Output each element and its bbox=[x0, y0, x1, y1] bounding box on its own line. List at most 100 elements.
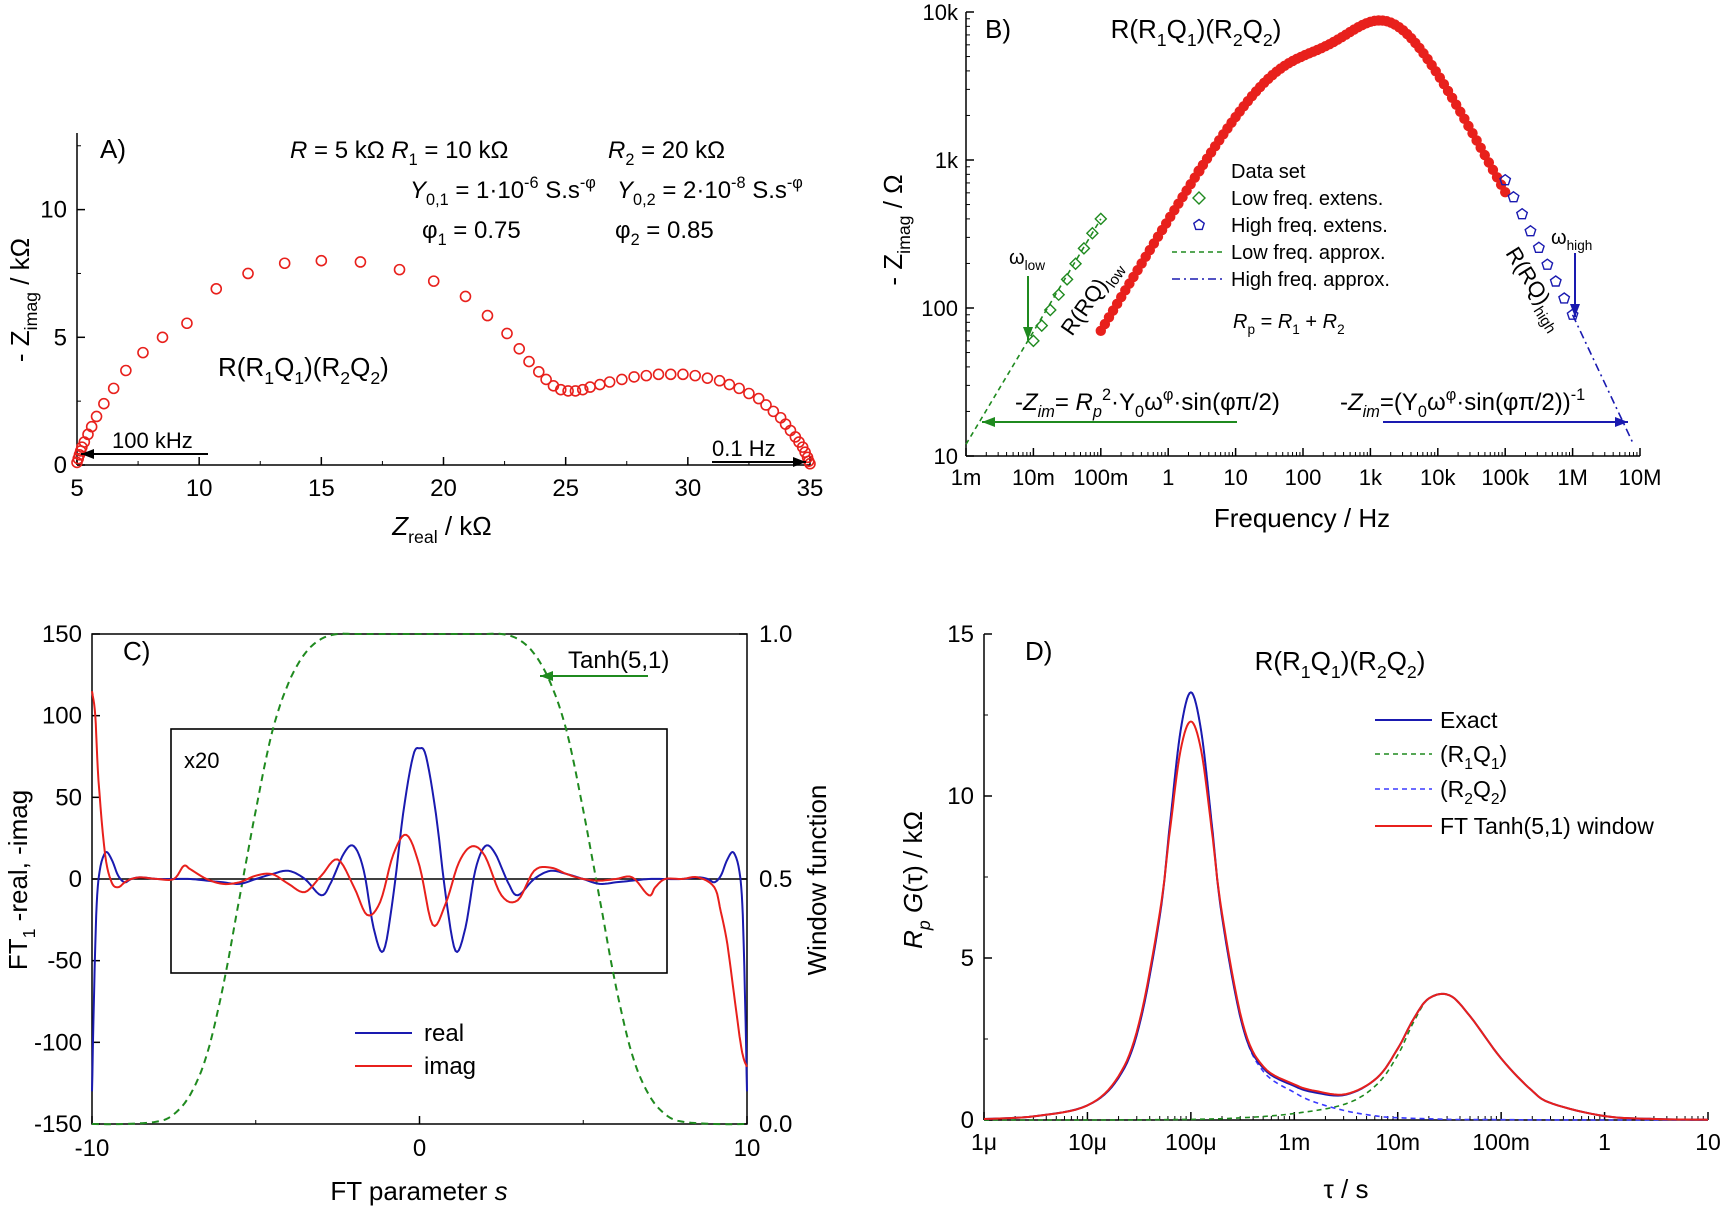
legend-label-r1q1: (R1Q1) bbox=[1440, 741, 1507, 773]
text-run: -6 bbox=[524, 174, 538, 192]
text-run: Z bbox=[1022, 389, 1039, 416]
text-run: 1 bbox=[1301, 662, 1311, 682]
y-tick-label: 0 bbox=[961, 1107, 974, 1134]
text-run: 2 bbox=[1263, 30, 1273, 50]
text-run: R(R bbox=[218, 352, 264, 382]
x-tick-label: 10μ bbox=[1068, 1129, 1107, 1155]
text-run: 1 bbox=[1491, 756, 1500, 773]
text-run: high bbox=[1567, 238, 1593, 253]
text-run: G bbox=[898, 893, 928, 913]
x-tick-label: 100m bbox=[1073, 465, 1128, 490]
text-run: 1 bbox=[409, 151, 418, 169]
low-freq-point bbox=[1060, 272, 1074, 286]
high-freq-point bbox=[1566, 308, 1579, 320]
text-run: = 5 kΩ bbox=[307, 137, 391, 164]
low-freq-approx-line bbox=[965, 218, 1102, 445]
param-y02: Y0,2 = 2·10-8 S.s-φ bbox=[617, 174, 803, 209]
text-run: ) bbox=[380, 352, 389, 382]
text-run: im bbox=[1038, 403, 1055, 421]
data-point bbox=[85, 420, 98, 433]
x-tick-label: 10 bbox=[186, 475, 213, 502]
y-tick-label: 10k bbox=[923, 0, 959, 25]
text-run: φ bbox=[422, 217, 438, 244]
y-tick-label: 15 bbox=[947, 621, 974, 648]
arrow-omega-low-head bbox=[1023, 327, 1033, 340]
high-freq-point bbox=[1515, 207, 1529, 220]
inset-label: x20 bbox=[184, 748, 219, 773]
arrow-omega-high-head bbox=[1570, 304, 1580, 317]
legend-label-ft: FT Tanh(5,1) window bbox=[1440, 813, 1654, 839]
data-point bbox=[664, 368, 677, 381]
low-freq-point bbox=[1026, 334, 1040, 348]
imag-curve bbox=[91, 691, 748, 1068]
y-tick-label: 5 bbox=[54, 324, 67, 351]
text-run: -1 bbox=[1571, 386, 1585, 404]
param-phi2: φ2 = 0.85 bbox=[615, 217, 714, 249]
x-tick-label: 1 bbox=[1598, 1129, 1611, 1155]
text-run: Q bbox=[1473, 741, 1491, 767]
text-run: Z bbox=[1347, 389, 1364, 416]
x-tick-label: 100 bbox=[1285, 465, 1322, 490]
text-run: -8 bbox=[731, 174, 745, 192]
text-run: ω bbox=[1144, 389, 1163, 416]
data-point bbox=[760, 399, 772, 411]
low-freq-point bbox=[1043, 303, 1057, 317]
annotation-omega-high: ωhigh bbox=[1551, 227, 1592, 253]
text-run: R bbox=[1233, 311, 1247, 333]
panel-label: C) bbox=[123, 636, 150, 666]
x-tick-label: 5 bbox=[70, 475, 83, 502]
annotation-omega-low: ωlow bbox=[1009, 247, 1045, 273]
text-run: (R bbox=[1440, 776, 1464, 802]
text-run: S.s bbox=[539, 177, 580, 204]
text-run: ·sin(φπ/2) bbox=[1173, 389, 1279, 416]
y-tick-label: -50 bbox=[47, 948, 82, 975]
legend-note: Rp = R1 + R2 bbox=[1233, 311, 1345, 337]
param-r2: R2 = 20 kΩ bbox=[608, 137, 725, 169]
text-run: = 0.85 bbox=[640, 217, 714, 244]
y2-tick-label: 1.0 bbox=[759, 621, 792, 648]
text-run: 1 bbox=[438, 231, 447, 249]
text-run: =( bbox=[1380, 389, 1402, 416]
data-point bbox=[354, 256, 367, 268]
text-run: ) bbox=[1273, 14, 1282, 44]
high-freq-point bbox=[1541, 258, 1554, 270]
arrow-formula-high-head bbox=[1615, 417, 1628, 427]
low-freq-point bbox=[1077, 241, 1091, 255]
curve-0 bbox=[983, 691, 1709, 1121]
x-tick-label: 10 bbox=[734, 1135, 761, 1162]
legend-label-real: real bbox=[424, 1020, 464, 1047]
text-run: low bbox=[1025, 258, 1046, 273]
x-tick-label: 20 bbox=[430, 475, 457, 502]
data-point bbox=[315, 254, 328, 267]
text-run: S.s bbox=[746, 177, 787, 204]
text-run: 2 bbox=[340, 368, 350, 388]
annotation-window: Tanh(5,1) bbox=[568, 647, 669, 674]
y-axis-title: - Zimag / Ω bbox=[878, 174, 914, 285]
x-tick-label: 15 bbox=[308, 475, 335, 502]
text-run: R(RQ) bbox=[1501, 242, 1556, 309]
x-tick-label: 10k bbox=[1420, 465, 1456, 490]
text-run: φ bbox=[615, 217, 631, 244]
text-run: ω bbox=[1427, 389, 1446, 416]
text-run: Y bbox=[1119, 389, 1135, 416]
text-run: 2 bbox=[1491, 791, 1500, 808]
panel-b: 1m 10m 100m 1 10 100 1k 10k 100k 1M 10M101001k10kF… bbox=[878, 0, 1661, 533]
data-point bbox=[532, 365, 545, 378]
text-run: 1 bbox=[19, 929, 39, 939]
annotation-low-freq: 0.1 Hz bbox=[712, 436, 776, 461]
data-point bbox=[701, 372, 714, 384]
data-point bbox=[278, 257, 291, 270]
legend-label: High freq. extens. bbox=[1231, 215, 1388, 237]
x-tick-label: 1μ bbox=[971, 1129, 997, 1155]
text-run: (τ) / kΩ bbox=[898, 811, 928, 893]
y-tick-label: 10 bbox=[40, 197, 67, 224]
data-point bbox=[616, 373, 628, 386]
high-freq-point bbox=[1532, 241, 1545, 253]
text-run: / kΩ bbox=[438, 511, 492, 541]
data-point bbox=[603, 376, 616, 388]
data-point bbox=[733, 382, 745, 395]
low-freq-point bbox=[1085, 226, 1099, 240]
text-run: R bbox=[898, 930, 928, 949]
text-run: 2 bbox=[1464, 791, 1473, 808]
